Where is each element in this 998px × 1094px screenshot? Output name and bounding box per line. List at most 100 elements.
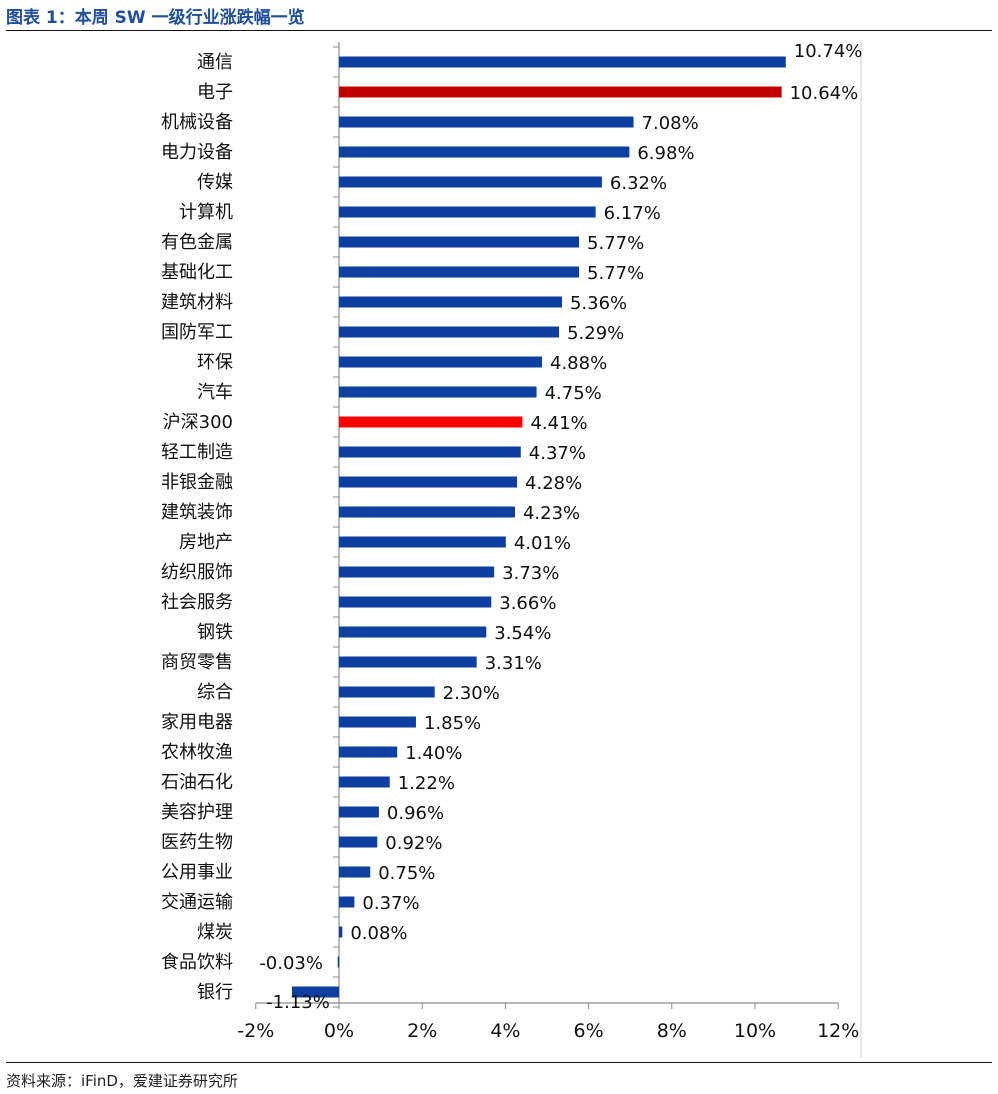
x-tick-label: 10% (734, 1020, 776, 1042)
category-label: 商贸零售 (161, 652, 233, 673)
value-label: 0.96% (387, 803, 444, 824)
bar (339, 236, 580, 248)
category-label: 煤炭 (197, 922, 233, 943)
x-tick-label: 2% (407, 1020, 437, 1042)
value-label: 0.08% (350, 923, 407, 944)
category-label: 综合 (197, 682, 233, 703)
value-label: 3.54% (494, 623, 551, 644)
bottom-rule (6, 1062, 992, 1063)
value-label: -0.03% (259, 953, 323, 974)
figure-title: 图表 1：本周 SW 一级行业涨跌幅一览 (6, 8, 305, 28)
value-label: 6.17% (604, 203, 661, 224)
bar (339, 596, 492, 608)
value-label: 4.01% (514, 533, 571, 554)
value-label: 5.77% (587, 263, 644, 284)
x-tick-label: 6% (574, 1020, 604, 1042)
value-label: 4.37% (529, 443, 586, 464)
category-label: 基础化工 (161, 262, 233, 283)
bar (339, 86, 782, 98)
bar (339, 566, 495, 578)
bar (337, 956, 340, 968)
category-label: 环保 (197, 352, 233, 373)
bar (339, 176, 602, 188)
value-label: 3.73% (502, 563, 559, 584)
bar (339, 56, 786, 68)
category-label: 银行 (197, 982, 233, 1003)
value-label: 10.74% (794, 41, 863, 62)
category-label: 交通运输 (161, 892, 233, 913)
value-label: 0.92% (385, 833, 442, 854)
bar (339, 776, 390, 788)
value-label: 3.66% (499, 593, 556, 614)
category-label: 社会服务 (161, 592, 233, 613)
value-label: 4.23% (523, 503, 580, 524)
bar (339, 416, 523, 428)
bar (339, 116, 634, 128)
category-label: 医药生物 (161, 832, 233, 853)
value-label: 6.98% (637, 143, 694, 164)
bar (339, 506, 515, 518)
value-label: 4.75% (545, 383, 602, 404)
category-label: 通信 (197, 52, 233, 73)
value-label: 3.31% (485, 653, 542, 674)
bar (339, 326, 560, 338)
value-label: -1.13% (266, 992, 330, 1013)
category-label: 非银金融 (161, 472, 233, 493)
x-tick-label: 8% (657, 1020, 687, 1042)
value-label: 0.75% (378, 863, 435, 884)
category-label: 房地产 (179, 532, 233, 553)
value-label: 4.88% (550, 353, 607, 374)
bar (339, 296, 562, 308)
category-label: 轻工制造 (161, 442, 233, 463)
bar (339, 476, 518, 488)
bar (339, 686, 435, 698)
category-label: 钢铁 (197, 622, 233, 643)
category-label: 电子 (197, 82, 233, 103)
value-label: 6.32% (610, 173, 667, 194)
bar (339, 896, 355, 908)
bar (339, 626, 487, 638)
value-label: 2.30% (443, 683, 500, 704)
value-label: 1.85% (424, 713, 481, 734)
category-label: 纺织服饰 (161, 562, 233, 583)
category-label: 计算机 (179, 202, 233, 223)
x-tick-label: -2% (237, 1020, 274, 1042)
value-label: 7.08% (642, 113, 699, 134)
value-label: 5.29% (567, 323, 624, 344)
bar (339, 386, 537, 398)
bar (339, 746, 398, 758)
category-label: 机械设备 (161, 112, 233, 133)
bar (339, 446, 521, 458)
category-label: 家用电器 (161, 712, 233, 733)
value-label: 10.64% (790, 83, 859, 104)
value-label: 5.77% (587, 233, 644, 254)
bar (339, 146, 630, 158)
top-rule (6, 30, 992, 31)
bar (291, 986, 339, 998)
bar (339, 836, 378, 848)
category-label: 石油石化 (161, 772, 233, 793)
value-label: 5.36% (570, 293, 627, 314)
category-label: 公用事业 (161, 862, 233, 883)
category-label: 农林牧渔 (161, 742, 233, 763)
bar (339, 206, 596, 218)
source-note: 资料来源：iFinD，爱建证券研究所 (6, 1072, 238, 1090)
bar (339, 926, 343, 938)
bar (339, 656, 477, 668)
category-label: 建筑材料 (161, 292, 233, 313)
category-label: 食品饮料 (161, 952, 233, 973)
value-label: 0.37% (362, 893, 419, 914)
x-tick-label: 0% (324, 1020, 354, 1042)
category-label: 建筑装饰 (161, 502, 233, 523)
bar (339, 356, 543, 368)
bar (339, 866, 371, 878)
value-label: 4.28% (525, 473, 582, 494)
category-label: 国防军工 (161, 322, 233, 343)
bar (339, 806, 379, 818)
bar (339, 716, 416, 728)
x-tick-label: 12% (817, 1020, 859, 1042)
value-label: 1.40% (405, 743, 462, 764)
value-label: 1.22% (398, 773, 455, 794)
bar (339, 266, 580, 278)
